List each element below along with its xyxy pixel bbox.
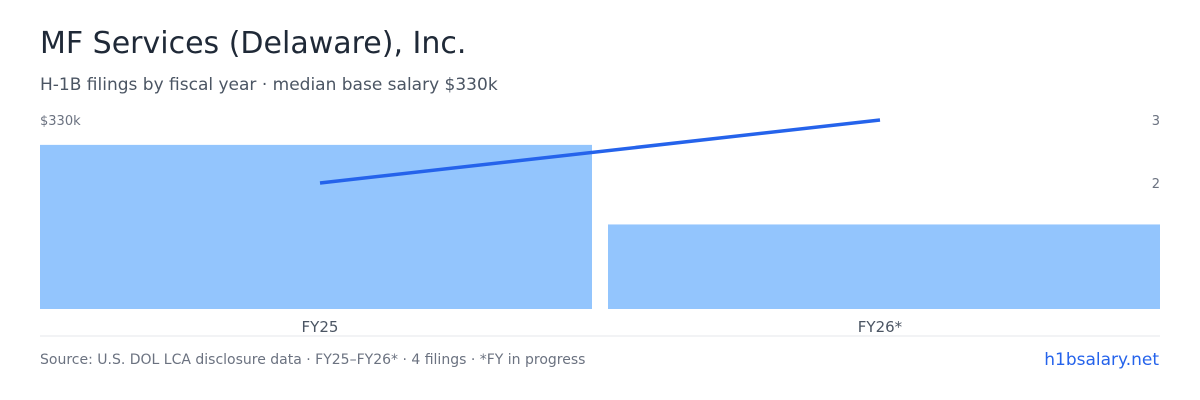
right-axis-tick-label: 3 [1152, 114, 1160, 129]
brand-link[interactable]: h1bsalary.net [1044, 350, 1159, 370]
chart-title: MF Services (Delaware), Inc. [40, 26, 467, 61]
filings-line [319, 118, 881, 185]
bar-fy25 [40, 144, 592, 309]
footer-source: Source: U.S. DOL LCA disclosure data · F… [40, 352, 586, 368]
left-axis-tick-label: $330k [40, 114, 81, 129]
chart-subtitle: H-1B filings by fiscal year · median bas… [40, 75, 498, 95]
bar-fy26 [608, 224, 1160, 309]
x-tick-label: FY26* [858, 318, 903, 336]
x-tick-label: FY25 [302, 318, 339, 336]
right-axis-tick-label: 2 [1152, 177, 1160, 192]
